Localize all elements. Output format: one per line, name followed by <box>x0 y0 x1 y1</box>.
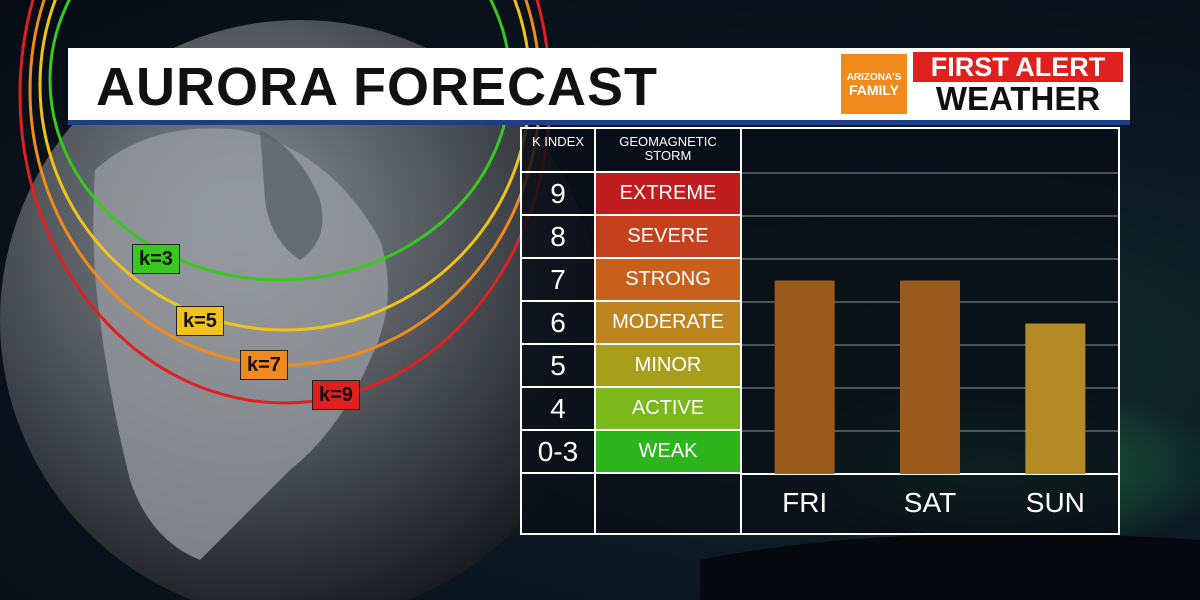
k-index-cell: 7 <box>522 259 594 302</box>
k-index-cell: 8 <box>522 216 594 259</box>
storm-level-cell: WEAK <box>596 431 740 474</box>
kindex-table: K INDEX 9 8 7 6 5 4 0-3 GEOMAGNETIC STOR… <box>520 127 1120 535</box>
storm-level-cell: STRONG <box>596 259 740 302</box>
brand-first-alert: FIRST ALERT <box>913 52 1123 82</box>
storm-level-cell: ACTIVE <box>596 388 740 431</box>
bar-fri <box>774 280 835 474</box>
storm-level-header: GEOMAGNETIC STORM <box>596 129 740 173</box>
k3-label: k=3 <box>132 244 180 274</box>
k-index-header: K INDEX <box>522 129 594 173</box>
storm-level-cell: EXTREME <box>596 173 740 216</box>
header-bar: AURORA FORECAST ARIZONA'S FAMILY FIRST A… <box>68 48 1130 125</box>
day-label: SUN <box>1026 487 1085 518</box>
logo-top-text: ARIZONA'S <box>846 72 902 83</box>
bar-sat <box>900 280 960 474</box>
k-index-cell: 5 <box>522 345 594 388</box>
k7-label: k=7 <box>240 350 288 380</box>
storm-level-cell: MINOR <box>596 345 740 388</box>
day-label: FRI <box>782 487 827 518</box>
brand-weather: WEATHER <box>935 80 1101 117</box>
k-index-cell: 9 <box>522 173 594 216</box>
k-index-cell: 4 <box>522 388 594 431</box>
logo-bottom-text: FAMILY <box>848 82 900 98</box>
forecast-bar-chart: FRI SAT SUN <box>742 172 1118 518</box>
storm-level-column: GEOMAGNETIC STORM EXTREME SEVERE STRONG … <box>594 129 742 533</box>
k-index-cell: 6 <box>522 302 594 345</box>
horizon-silhouette <box>700 533 1200 600</box>
k9-label: k=9 <box>312 380 360 410</box>
bar-sun <box>1025 323 1086 474</box>
storm-level-cell: SEVERE <box>596 216 740 259</box>
storm-level-cell: MODERATE <box>596 302 740 345</box>
day-label: SAT <box>904 487 956 518</box>
k-index-column: K INDEX 9 8 7 6 5 4 0-3 <box>522 129 594 533</box>
page-title: AURORA FORECAST <box>96 57 658 117</box>
k-index-cell: 0-3 <box>522 431 594 474</box>
station-logo: ARIZONA'S FAMILY <box>841 54 907 114</box>
k5-label: k=5 <box>176 306 224 336</box>
hudson-bay <box>260 130 323 260</box>
